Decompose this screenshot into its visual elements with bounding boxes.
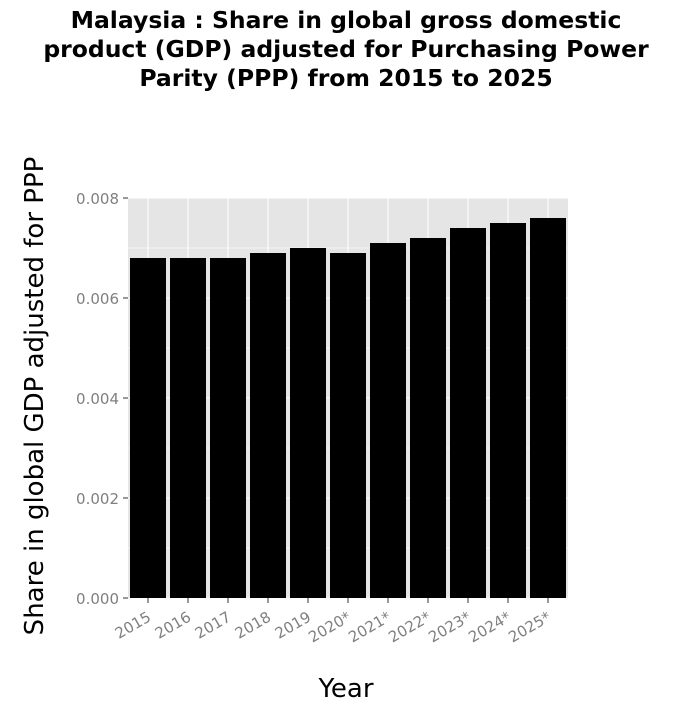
- bar: [530, 218, 566, 598]
- x-tick-label: 2016: [152, 608, 194, 643]
- y-tick-label: 0.008: [76, 190, 119, 208]
- bar: [130, 258, 166, 598]
- chart-title-line-1: Malaysia : Share in global gross domesti…: [70, 6, 622, 34]
- y-tick-label: 0.000: [76, 590, 119, 608]
- bar: [210, 258, 246, 598]
- x-tick-label: 2020*: [305, 608, 354, 647]
- bar: [490, 223, 526, 598]
- x-tick-label: 2017: [192, 608, 234, 643]
- y-tick-label: 0.006: [76, 290, 119, 308]
- x-tick-label: 2018: [232, 608, 274, 643]
- bars: [130, 218, 566, 598]
- x-tick-label: 2022*: [385, 608, 434, 647]
- x-tick-label: 2025*: [505, 608, 554, 647]
- chart-title-line-2: product (GDP) adjusted for Purchasing Po…: [43, 35, 649, 63]
- bar: [450, 228, 486, 598]
- y-tick-label: 0.004: [76, 390, 119, 408]
- x-tick-label: 2019: [272, 608, 314, 643]
- chart-title-line-3: Parity (PPP) from 2015 to 2025: [139, 64, 553, 92]
- x-tick-label: 2023*: [425, 608, 474, 647]
- x-axis: 201520162017201820192020*2021*2022*2023*…: [112, 598, 554, 646]
- y-axis: 0.000 0.002 0.004 0.006 0.008: [76, 190, 128, 608]
- x-tick-label: 2024*: [465, 608, 514, 647]
- y-tick-label: 0.002: [76, 490, 119, 508]
- y-axis-label: Share in global GDP adjusted for PPP: [20, 157, 50, 636]
- bar: [410, 238, 446, 598]
- x-axis-label: Year: [317, 674, 373, 704]
- x-tick-label: 2015: [112, 608, 154, 643]
- bar: [370, 243, 406, 598]
- bar: [330, 253, 366, 598]
- bar: [250, 253, 286, 598]
- x-tick-label: 2021*: [345, 608, 394, 647]
- bar: [290, 248, 326, 598]
- chart-title: Malaysia : Share in global gross domesti…: [0, 6, 692, 93]
- bar: [170, 258, 206, 598]
